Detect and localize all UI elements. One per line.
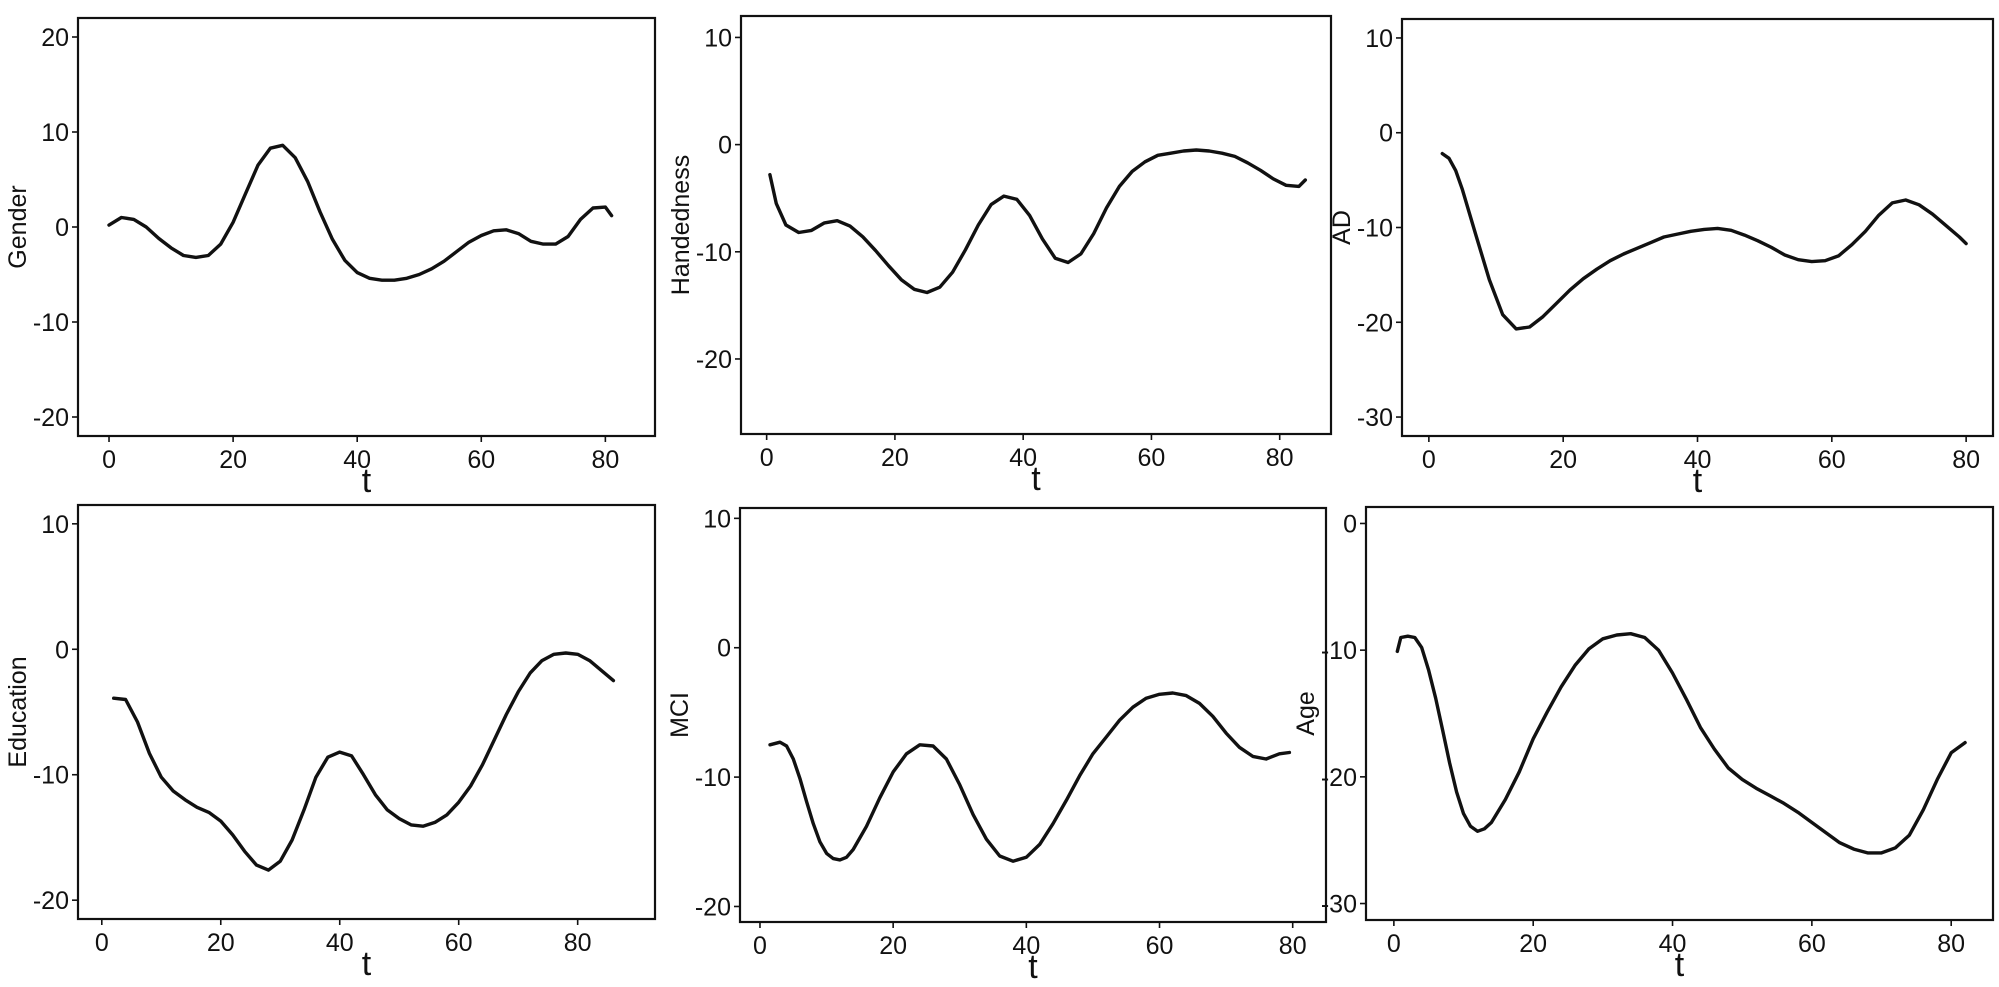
- x-tick-label: 0: [760, 444, 774, 472]
- y-tick-label: -30: [1321, 891, 1357, 919]
- y-axis-label: Handedness: [667, 155, 695, 295]
- plot-frame: [76, 503, 657, 921]
- y-tick-label: 0: [1379, 120, 1393, 148]
- y-tick-label: 0: [717, 635, 731, 663]
- x-tick-label: 80: [1279, 932, 1307, 960]
- x-tick-label: 80: [1266, 444, 1294, 472]
- y-tick-label: -20: [696, 346, 732, 374]
- x-tick-label: 80: [1937, 930, 1965, 958]
- x-tick-label: 0: [1387, 930, 1401, 958]
- x-tick-label: 80: [1952, 446, 1980, 474]
- y-axis-label: Gender: [4, 185, 32, 268]
- x-axis-label: t: [1675, 946, 1685, 982]
- plot-frame: [1400, 17, 1995, 438]
- series-line-1: [111, 651, 616, 872]
- y-tick-label: -10: [696, 239, 732, 267]
- y-tick-label: -10: [1321, 637, 1357, 665]
- x-tick-label: 0: [102, 446, 116, 474]
- x-axis-label: t: [1031, 460, 1041, 498]
- x-axis-label: t: [362, 945, 372, 982]
- x-tick-label: 40: [1659, 930, 1687, 958]
- y-axis-label: AD: [1328, 210, 1356, 245]
- y-tick-label: 0: [55, 636, 69, 664]
- y-tick-label: 0: [1343, 510, 1357, 538]
- x-tick-label: 60: [1146, 932, 1174, 960]
- x-tick-label: 60: [467, 446, 495, 474]
- chart-panel-6: 0 20 40 60 80 0 -10 -20 -30 t Age: [1292, 505, 1995, 984]
- y-tick-label: -20: [695, 893, 731, 921]
- series-line-1: [107, 143, 614, 282]
- y-tick-label: -20: [1321, 764, 1357, 792]
- x-tick-label: 20: [219, 446, 247, 474]
- y-tick-label: 0: [55, 214, 69, 242]
- y-tick-label: 10: [1365, 25, 1393, 53]
- y-tick-label: -10: [33, 309, 69, 337]
- y-tick-label: -10: [1357, 215, 1393, 243]
- y-tick-label: -20: [1357, 309, 1393, 337]
- plot-frame: [76, 16, 657, 438]
- y-tick-label: 10: [41, 511, 69, 539]
- y-axis-label: MCI: [666, 692, 694, 738]
- x-axis-label: t: [1693, 462, 1703, 500]
- series-line-1: [1440, 151, 1968, 331]
- x-tick-label: 20: [1519, 930, 1547, 958]
- x-tick-label: 60: [1138, 444, 1166, 472]
- plot-frame: [739, 14, 1333, 436]
- y-tick-label: 0: [718, 132, 732, 160]
- x-tick-label: 0: [95, 929, 109, 957]
- x-tick-label: 0: [1422, 446, 1436, 474]
- x-tick-label: 20: [881, 444, 909, 472]
- plot-frame: [738, 506, 1328, 924]
- plot-frame: [1364, 505, 1995, 922]
- x-tick-label: 20: [879, 932, 907, 960]
- series-line-1: [768, 691, 1292, 863]
- x-tick-label: 20: [207, 929, 235, 957]
- x-tick-label: 60: [1798, 930, 1826, 958]
- x-tick-label: 20: [1549, 446, 1577, 474]
- x-tick-label: 80: [591, 446, 619, 474]
- series-line-1: [1395, 632, 1967, 855]
- x-axis-label: t: [1028, 948, 1038, 982]
- y-tick-label: 20: [41, 24, 69, 52]
- x-tick-label: 60: [1818, 446, 1846, 474]
- x-axis-label: t: [362, 462, 372, 500]
- y-tick-label: -20: [33, 887, 69, 915]
- x-tick-label: 40: [1012, 932, 1040, 960]
- x-tick-label: 0: [753, 932, 767, 960]
- x-tick-label: 40: [1009, 444, 1037, 472]
- y-axis-label: Age: [1292, 691, 1320, 735]
- x-tick-label: 40: [1684, 446, 1712, 474]
- y-tick-label: -10: [33, 762, 69, 790]
- y-tick-label: 10: [704, 24, 732, 52]
- x-tick-label: 80: [564, 929, 592, 957]
- y-tick-label: -30: [1357, 404, 1393, 432]
- y-tick-label: -10: [695, 764, 731, 792]
- x-tick-label: 60: [445, 929, 473, 957]
- y-axis-label: Education: [4, 656, 32, 767]
- chart-panel-1: 0 20 40 60 80 20 10 0 -10 -20 t Gender: [4, 16, 657, 500]
- x-tick-label: 40: [343, 446, 371, 474]
- x-tick-label: 40: [326, 929, 354, 957]
- series-line-1: [768, 148, 1308, 295]
- y-tick-label: 10: [703, 505, 731, 533]
- y-tick-label: 10: [41, 119, 69, 147]
- y-tick-label: -20: [33, 404, 69, 432]
